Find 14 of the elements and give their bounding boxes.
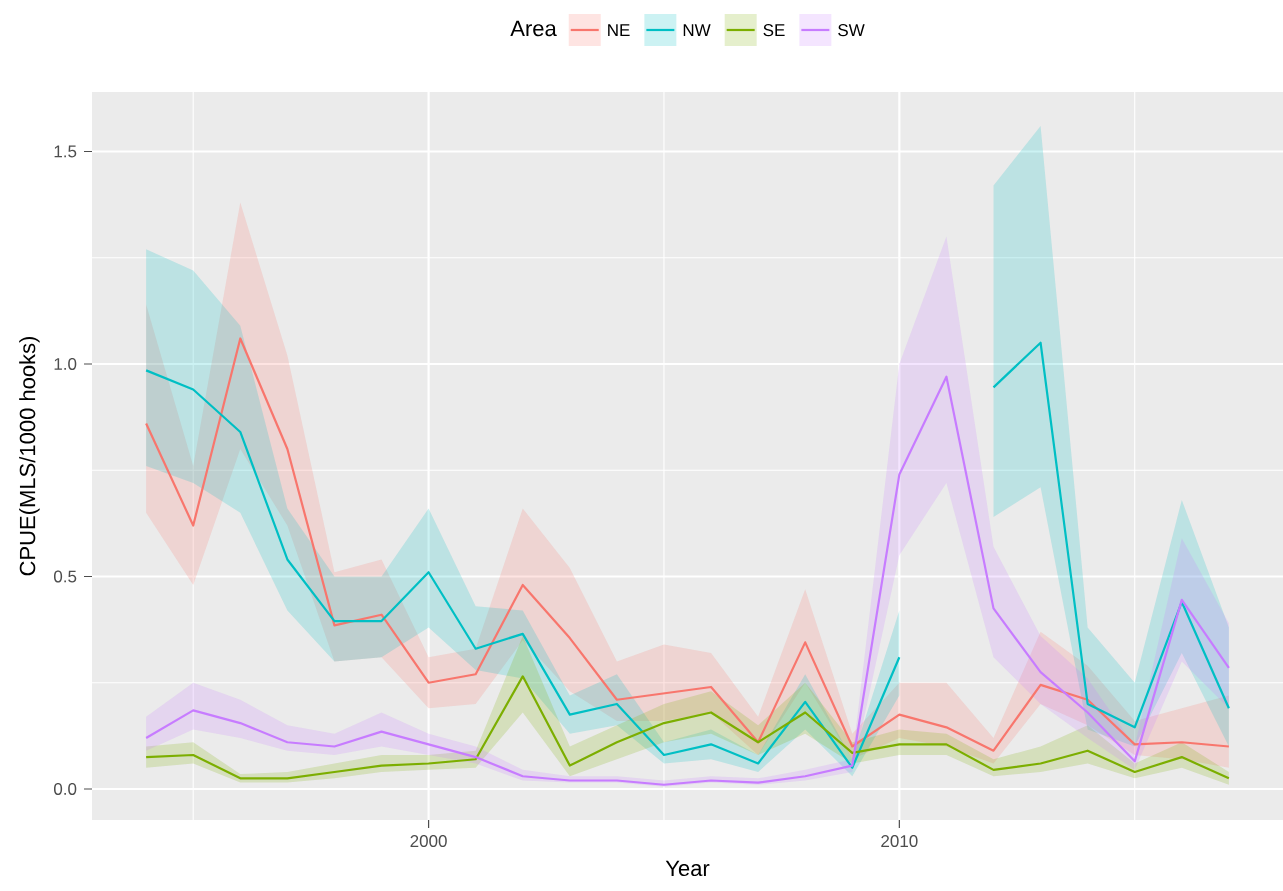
legend-label: NE — [608, 24, 630, 36]
y-tick-label: 0.5 — [53, 570, 77, 583]
legend-label: NW — [683, 24, 711, 36]
legend-title: Area — [510, 20, 557, 37]
y-tick-label: 1.0 — [54, 357, 77, 370]
line-series — [145, 675, 1230, 780]
legend-label: SW — [838, 24, 865, 37]
y-tick-label: 1.5 — [54, 145, 77, 158]
legend-label: SE — [763, 24, 785, 37]
x-axis-title: Year — [665, 860, 710, 877]
y-tick-label: 0.0 — [53, 782, 77, 795]
y-axis-title: CPUE(MLS/1000 hooks) — [19, 336, 40, 576]
x-tick-label: 2010 — [881, 835, 918, 848]
x-tick-label: 2000 — [410, 835, 447, 848]
